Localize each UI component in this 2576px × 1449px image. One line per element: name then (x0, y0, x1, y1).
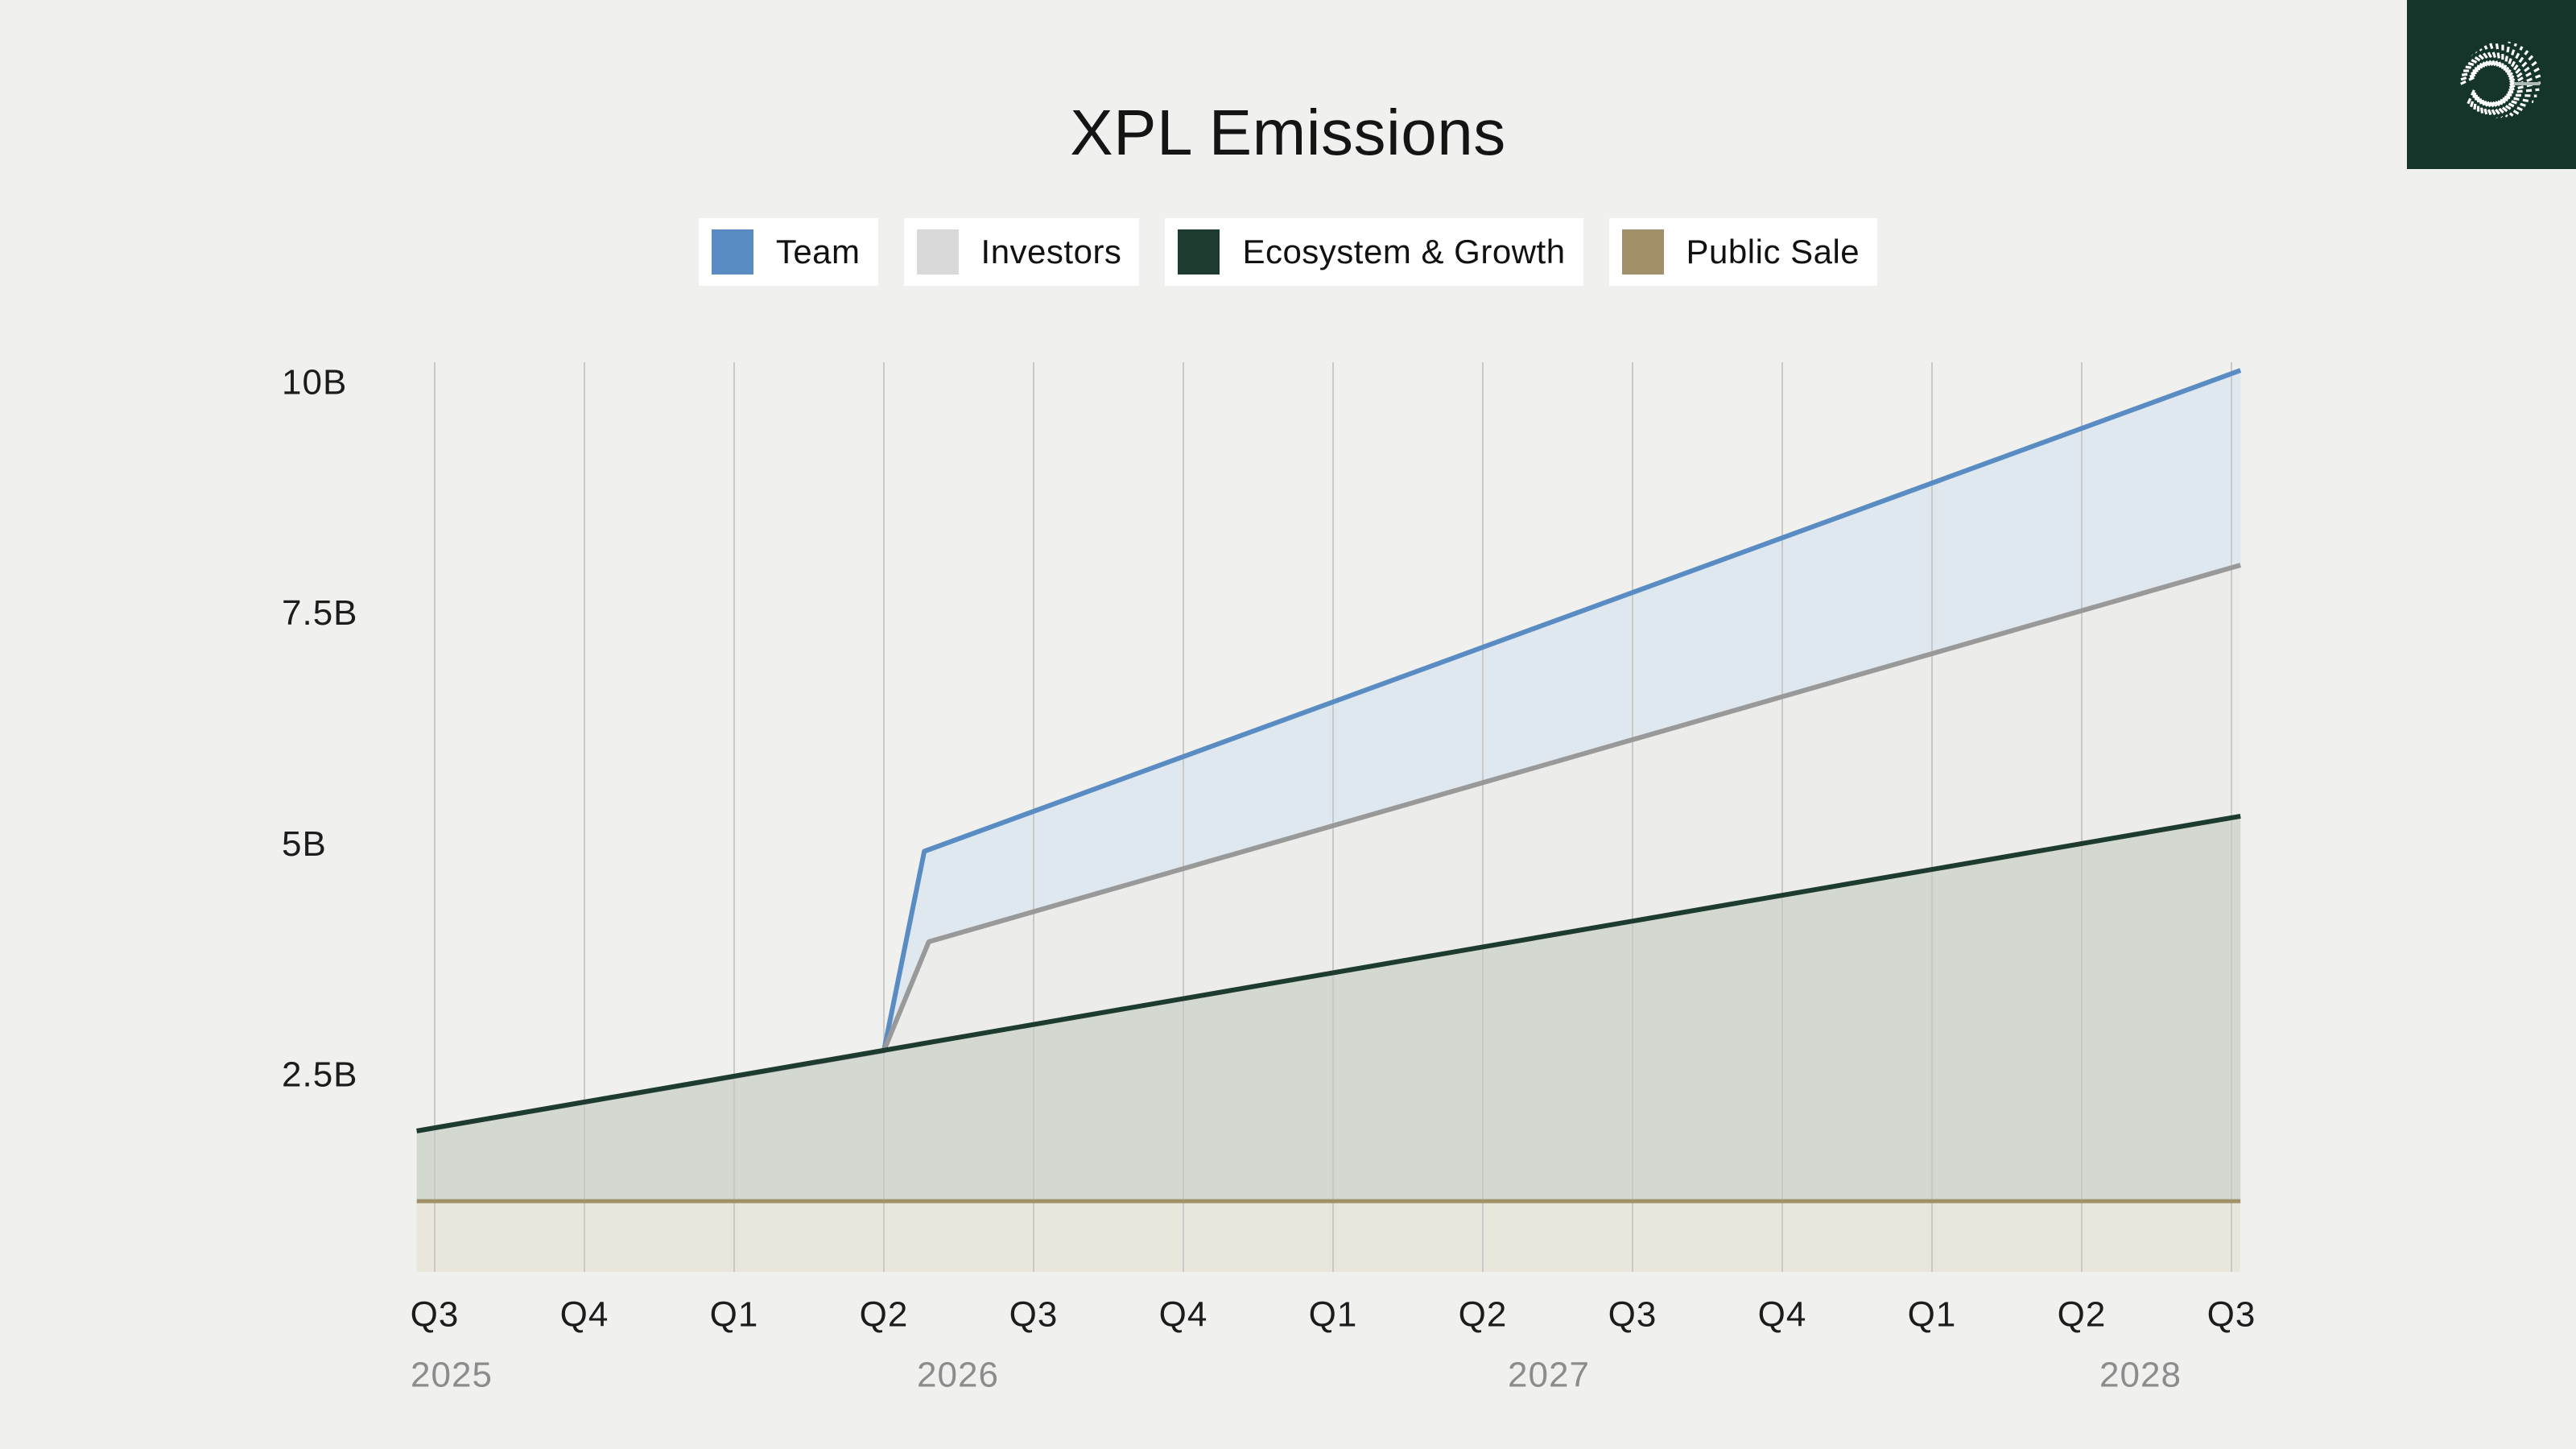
area-public-sale (416, 1201, 2241, 1272)
legend-swatch (711, 229, 753, 275)
legend-swatch (916, 229, 959, 275)
legend-item-team[interactable]: Team (698, 218, 878, 286)
x-axis-quarter-label-12: Q3 (2207, 1295, 2256, 1335)
legend-item-ecosystem-growth[interactable]: Ecosystem & Growth (1165, 218, 1583, 286)
logo-ray (2464, 60, 2483, 69)
y-axis-label-2.5b: 2.5B (282, 1055, 358, 1095)
logo-ray (2508, 88, 2540, 94)
logo-ray (2489, 43, 2500, 67)
x-axis-year-label-2025: 2025 (411, 1356, 493, 1395)
x-axis-quarter-label-8: Q3 (1608, 1295, 1657, 1335)
logo-ray (2462, 64, 2481, 71)
legend-label: Team (775, 233, 861, 270)
x-axis-year-label-2026: 2026 (917, 1356, 999, 1395)
area-ecosystem-growth (416, 815, 2241, 1202)
x-axis-quarter-label-10: Q1 (1908, 1295, 1957, 1335)
x-axis-quarter-label-4: Q3 (1009, 1295, 1059, 1335)
logo-ray (2504, 43, 2517, 73)
legend-item-investors[interactable]: Investors (903, 218, 1140, 286)
legend-item-public-sale[interactable]: Public Sale (1608, 218, 1878, 286)
logo-ray (2486, 101, 2499, 119)
logo-ray (2500, 98, 2525, 113)
logo-ray (2495, 41, 2502, 68)
logo-ray (2467, 57, 2486, 68)
logo-ray (2481, 99, 2489, 118)
area-team (416, 370, 2241, 1131)
legend-label: Investors (980, 233, 1122, 270)
legend-swatch (1621, 229, 1664, 275)
x-axis-quarter-label-11: Q2 (2058, 1295, 2107, 1335)
logo-ray (2497, 100, 2520, 115)
logo-ray (2506, 93, 2537, 97)
x-axis-year-label-2027: 2027 (1508, 1356, 1590, 1395)
legend-label: Public Sale (1686, 233, 1860, 270)
logo-ray (2508, 50, 2529, 78)
logo-ray (2475, 51, 2491, 67)
legend-swatch (1178, 229, 1220, 275)
logo-ray (2469, 92, 2477, 109)
legend: Team Investors Ecosystem & Growth Public Sa… (0, 218, 2576, 286)
x-axis-quarter-label-2: Q1 (710, 1295, 759, 1335)
x-axis-quarter-label-1: Q4 (560, 1295, 609, 1335)
x-axis-quarter-label-7: Q2 (1459, 1295, 1508, 1335)
logo-ray (2491, 101, 2508, 118)
x-axis-quarter-label-6: Q1 (1309, 1295, 1358, 1335)
logo-ray (2494, 101, 2514, 117)
x-axis-quarter-label-9: Q4 (1758, 1295, 1807, 1335)
logo-ray (2466, 89, 2475, 106)
logo-background (2407, 0, 2576, 169)
x-axis-quarter-label-3: Q2 (860, 1295, 909, 1335)
x-axis-quarter-label-0: Q3 (411, 1295, 460, 1335)
x-axis-year-label-2028: 2028 (2099, 1356, 2182, 1395)
y-axis-label-5b: 5B (282, 824, 327, 864)
plasma-logo-icon (2407, 0, 2576, 169)
logo-ray (2503, 41, 2511, 71)
logo-ray (2479, 98, 2484, 117)
logo-ray (2508, 74, 2541, 89)
logo-ray (2506, 46, 2524, 76)
y-axis-label-10b: 10B (282, 362, 347, 402)
logo-ray (2459, 71, 2477, 77)
logo-ray (2502, 97, 2530, 109)
logo-ray (2508, 55, 2534, 81)
logo-ray (2508, 81, 2541, 92)
logo-ray (2483, 45, 2497, 67)
logo-ray (2458, 73, 2476, 81)
chart-title: XPL Emissions (1070, 97, 1506, 168)
logo-ray (2472, 94, 2479, 112)
line-ecosystem-growth (416, 813, 2241, 1133)
logo-ray (2508, 60, 2537, 84)
logo-ray (2471, 54, 2488, 67)
area-investors (416, 565, 2241, 1131)
logo-ray (2458, 76, 2475, 86)
legend-label: Ecosystem & Growth (1242, 233, 1566, 270)
x-axis-quarter-label-5: Q4 (1159, 1295, 1208, 1335)
logo-ray (2483, 100, 2494, 119)
logo-ray (2488, 101, 2504, 118)
logo-ray (2504, 95, 2534, 104)
logo-ray (2479, 48, 2494, 67)
y-axis-label-7.5b: 7.5B (282, 593, 358, 633)
